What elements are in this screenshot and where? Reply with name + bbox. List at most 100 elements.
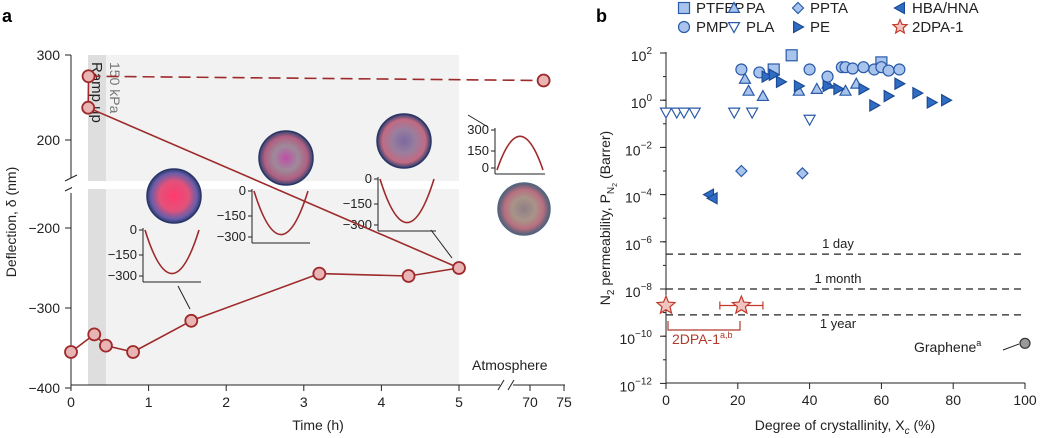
inset-tick-label: −150 [217,208,246,223]
panel-b-reference-lines: 1 day 1 month 1 year [666,236,1025,331]
scatter-point [869,98,881,112]
scatter-point [894,77,907,91]
deflection-segment [319,272,409,277]
inset-curve [144,229,200,275]
panel-b-label: b [596,6,607,26]
deflection-segment [132,320,192,353]
deflection-segment [408,267,460,277]
panel-b-ticks: 0 20 40 60 80 100 102 100 10−2 10−4 10−6 10−8 10−10 1… [619,46,1036,408]
inset-tick-label: −300 [217,229,246,244]
deflection-point [536,73,551,88]
deflection-series [64,69,551,359]
deflection-segment [87,106,460,269]
x-break-mark-1 [497,379,505,391]
inset-tick-label: 0 [365,171,372,186]
scatter-point [655,294,677,315]
x-tick-label: 5 [455,394,463,410]
y-tick-label: −400 [28,380,60,396]
inset-tick-label: −150 [343,196,372,211]
membrane-photo-2 [258,130,314,186]
scatter-point [688,107,702,120]
scatter-point [803,63,816,76]
graphene-label: Graphenea [914,338,981,355]
ramp-up-shade [88,55,106,385]
deflection-point [401,269,416,283]
panel-b-points [655,49,1031,349]
scatter-point [742,84,756,96]
deflection-point [81,69,96,84]
inset-curve [253,190,309,236]
deflection-point [81,100,96,115]
deflection-point [312,266,327,281]
scatter-point [893,63,906,76]
inset-plot: 0 −150 −300 [217,183,310,244]
x-tick-label: 75 [556,394,572,410]
y-tick-label: 10−4 [625,188,652,206]
legend-label: PPTA [810,0,848,17]
inset-plot: 0 −150 −300 [108,222,201,283]
scatter-point [727,107,741,120]
inset-tick-label: −150 [108,247,137,262]
reference-line-label: 1 month [815,271,862,286]
legend-marker [891,17,909,35]
scatter-point [1019,337,1031,349]
atmosphere-label: Atmosphere [472,357,548,373]
scatter-point [857,61,870,74]
y-tick-label: 10−10 [619,329,652,347]
legend-label: PMP [696,19,729,36]
inset-tick-label: 150 [467,143,489,158]
scatter-point [705,191,718,205]
legend-label: 2DPA-1 [912,19,963,36]
inset-tick-label: 0 [130,222,137,237]
scatter-point [735,63,748,76]
inset-curve [379,178,435,224]
panel-b: b 0 20 40 60 80 100 102 100 10−2 10−4 10−6 10−8 10−1… [596,0,1037,437]
legend-label: HBA/HNA [912,0,979,17]
x-break-mark-2 [507,379,515,391]
scatter-point [768,68,781,82]
scatter-point [941,93,953,107]
scatter-point [833,82,846,96]
y-tick-label: 10−8 [625,282,652,300]
y-tick-label: −300 [28,300,60,316]
scatter-point [883,89,896,103]
graphene-leader [1002,343,1020,351]
scatter-point [810,82,824,94]
y-tick-label: 102 [631,46,653,64]
inset-tick-label: 300 [467,122,489,137]
deflection-point [126,345,140,359]
legend-marker [677,20,691,34]
x-tick-label: 0 [67,394,75,410]
legend-marker [727,1,741,13]
y-tick-label: 200 [37,132,61,148]
scatter-point [858,82,871,96]
membrane-photo-4 [497,182,551,236]
leader-line-2 [430,229,453,259]
scatter-point [803,114,817,127]
y-tick-label: 300 [37,47,61,63]
scatter-point [793,79,806,93]
deflection-point [99,338,113,353]
panel-a-label: a [2,6,13,26]
deflection-point [184,313,199,328]
x-tick-label: 4 [378,394,386,410]
scatter-point [785,49,798,62]
x-tick-label: 80 [945,392,961,408]
scatter-point [745,107,759,120]
panel-a-x-title: Time (h) [292,417,344,433]
panel-a-y-title: Deflection, δ (nm) [3,167,19,278]
legend-label: PLA [746,19,774,36]
reference-line-label: 1 year [820,316,857,331]
legend-marker [727,22,741,34]
scatter-point [926,95,939,110]
deflection-point [87,327,102,342]
leader-line-1 [177,285,191,310]
scatter-point [761,70,774,84]
scatter-point [730,294,752,315]
legend-marker [791,1,805,15]
pressurized-shade [106,55,459,385]
scatter-point [838,84,853,96]
twodpa-label: 2DPA-1a,b [672,330,733,347]
membrane-photo-1 [146,168,202,224]
